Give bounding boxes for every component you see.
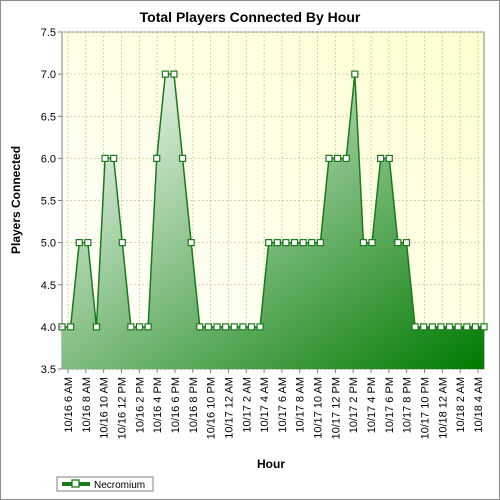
x-tick-label: 10/16 10 PM (206, 377, 218, 439)
x-tick-label: 10/16 4 PM (152, 377, 164, 433)
data-point (428, 323, 436, 331)
data-point (135, 323, 144, 331)
x-tick-label: 10/16 6 AM (63, 377, 75, 433)
data-point (368, 239, 376, 247)
series-area-necromium (62, 74, 484, 369)
y-tick-label: 6.0 (41, 153, 56, 165)
data-point (67, 323, 75, 331)
data-point (351, 70, 359, 78)
legend-series-name: Necromium (94, 480, 145, 491)
data-point (325, 154, 333, 162)
data-point (385, 154, 393, 162)
data-point (359, 239, 368, 247)
x-tick-label: 10/16 6 PM (170, 377, 182, 433)
data-point (437, 323, 445, 331)
y-axis-ticks: 3.5 4.0 4.5 5.0 5.5 6.0 6.5 7.0 7.5 (41, 27, 62, 376)
y-axis-label: Players Connected (9, 146, 23, 254)
x-tick-label: 10/17 8 PM (402, 377, 414, 433)
data-point (377, 154, 385, 162)
data-point (342, 154, 350, 162)
data-point (84, 239, 92, 247)
x-tick-label: 10/16 8 AM (81, 377, 93, 433)
x-tick-label: 10/17 4 PM (366, 377, 378, 433)
x-tick-label: 10/17 6 AM (277, 377, 289, 433)
data-point (75, 239, 83, 247)
data-point (420, 323, 428, 331)
x-tick-label: 10/17 10 PM (420, 377, 432, 439)
x-axis-label: Hour (257, 457, 285, 471)
data-point (402, 239, 411, 247)
x-tick-label: 10/17 12 PM (330, 377, 342, 439)
x-tick-label: 10/17 12 AM (223, 377, 235, 439)
data-point (110, 154, 118, 162)
x-tick-label: 10/17 10 AM (313, 377, 325, 439)
x-axis-ticks: 10/16 6 AM 10/16 8 AM 10/16 10 AM 10/16 12 … (63, 369, 485, 439)
data-point (92, 323, 101, 331)
data-point (333, 154, 342, 162)
x-tick-label: 10/17 6 PM (384, 377, 396, 433)
legend: Necromium (56, 476, 154, 492)
data-point (187, 239, 195, 247)
data-markers (58, 70, 488, 331)
data-point (273, 239, 281, 247)
y-tick-label: 3.5 (41, 364, 56, 376)
data-point (471, 323, 479, 331)
x-tick-label: 10/18 2 AM (455, 377, 467, 433)
x-tick-label: 10/17 2 AM (241, 377, 253, 433)
data-point (316, 239, 324, 247)
y-tick-label: 5.5 (41, 196, 56, 208)
data-point (222, 323, 230, 331)
x-tick-label: 10/18 12 AM (437, 377, 449, 439)
x-tick-label: 10/16 2 PM (134, 377, 146, 433)
data-point (170, 70, 178, 78)
data-point (230, 323, 238, 331)
data-point (239, 323, 247, 331)
data-point (213, 323, 221, 331)
data-point (101, 154, 109, 162)
data-point (290, 239, 299, 247)
x-tick-label: 10/17 2 PM (348, 377, 360, 433)
data-point (178, 154, 187, 162)
data-point (282, 239, 290, 247)
x-tick-label: 10/16 10 AM (99, 377, 111, 439)
data-point (480, 323, 488, 331)
data-point (153, 154, 161, 162)
y-tick-label: 7.5 (41, 27, 56, 39)
chart-title: Total Players Connected By Hour (140, 9, 361, 25)
data-point (127, 323, 135, 331)
x-tick-label: 10/16 12 PM (116, 377, 128, 439)
y-tick-label: 6.5 (41, 111, 56, 123)
x-tick-label: 10/17 4 AM (259, 377, 271, 433)
x-tick-label: 10/17 8 AM (295, 377, 307, 433)
data-point (118, 239, 126, 247)
data-point (161, 70, 169, 78)
data-point (256, 323, 264, 331)
x-tick-label: 10/16 8 PM (188, 377, 200, 433)
data-point (196, 323, 204, 331)
y-tick-label: 7.0 (41, 69, 56, 81)
data-point (247, 323, 256, 331)
data-point (454, 323, 462, 331)
data-point (204, 323, 213, 331)
y-tick-label: 5.0 (41, 238, 56, 250)
data-point (394, 239, 402, 247)
data-point (463, 323, 471, 331)
data-point (445, 323, 454, 331)
y-tick-label: 4.0 (41, 322, 56, 334)
y-tick-label: 4.5 (41, 280, 56, 292)
data-point (411, 323, 419, 331)
legend-marker-swatch (71, 479, 80, 488)
data-point (265, 239, 273, 247)
data-point (144, 323, 152, 331)
data-point (299, 239, 307, 247)
x-tick-label: 10/18 4 AM (473, 377, 485, 433)
data-point (308, 239, 316, 247)
legend-box (56, 476, 154, 492)
